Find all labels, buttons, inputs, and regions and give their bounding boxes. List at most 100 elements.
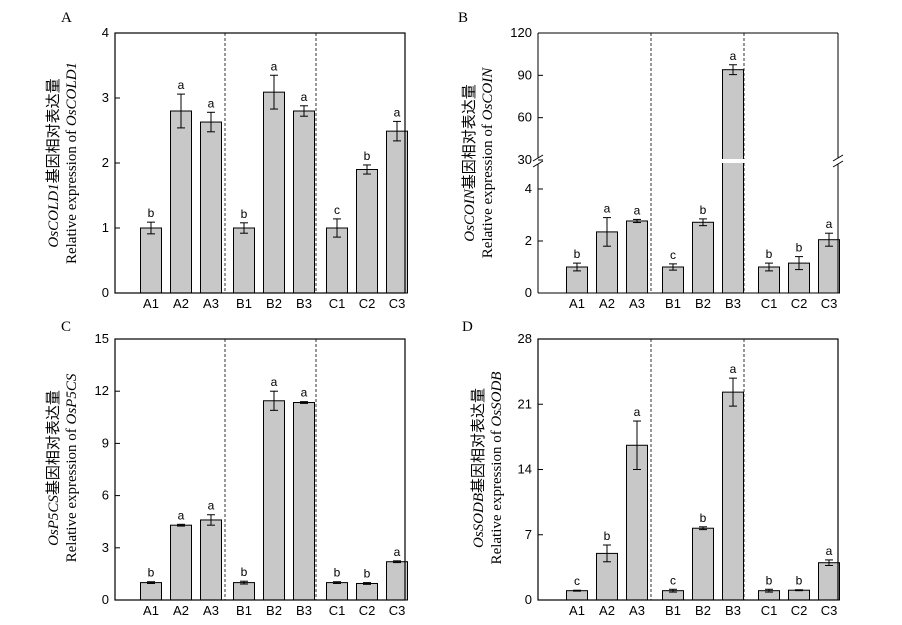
y-axis-ticks: 0 2 4 30 60 90 120 [510, 25, 543, 300]
significance-letter: a [826, 544, 833, 558]
plot-frame [114, 32, 406, 294]
y-tick-label: 9 [102, 435, 109, 450]
significance-letter: a [826, 217, 833, 231]
x-category-label: A2 [173, 296, 189, 311]
significance-letter: b [334, 566, 341, 580]
bar-B2 [263, 400, 285, 601]
y-axis-label-line1: OsSODB基因相对表达量 [470, 388, 487, 548]
category-labels: A1 A2 A3 B1 B2 B3 C1 C2 C3 [569, 603, 837, 618]
x-category-label: C1 [761, 603, 778, 618]
bar-A1 [140, 582, 162, 601]
y-axis-label-line1: OsCOIN基因相对表达量 [461, 84, 478, 242]
bar-B1 [233, 582, 255, 601]
x-category-label: A2 [599, 296, 615, 311]
plot-frame [532, 32, 844, 294]
significance-letter: b [241, 207, 248, 221]
x-category-label: A3 [629, 296, 645, 311]
significance-letter: b [700, 203, 707, 217]
bars: b a a c b a b b a [566, 33, 840, 294]
y-tick-label: 0 [102, 592, 109, 607]
significance-letter: a [178, 78, 185, 92]
panel-a: A OsCOLD1基因相对表达量 Relative expression of … [45, 10, 408, 311]
axis-break-mark [532, 160, 544, 168]
y-tick-label: 7 [525, 527, 532, 542]
bar-B3 [722, 391, 744, 601]
y-tick-label: 3 [102, 90, 109, 105]
y-axis-label-line2: Relative expression of OsCOLD1 [64, 62, 80, 264]
bar-A2 [170, 110, 192, 294]
significance-letter: b [700, 511, 707, 525]
significance-letter: a [178, 508, 185, 522]
y-tick-label: 0 [525, 592, 532, 607]
panel-b: B OsCOIN基因相对表达量 Relative expression of O… [458, 10, 844, 311]
bar-B2 [263, 91, 285, 294]
y-axis-label-line2: Relative expression of OsCOIN [480, 67, 496, 258]
x-category-label: C3 [389, 603, 406, 618]
significance-letter: a [271, 375, 278, 389]
significance-letter: c [670, 573, 676, 587]
significance-letter: b [766, 573, 773, 587]
y-tick-label: 2 [102, 155, 109, 170]
panel-letter-a: A [61, 10, 72, 26]
y-axis-ticks: 0 1 2 3 4 [102, 25, 120, 300]
x-category-label: A2 [599, 603, 615, 618]
y-tick-label: 90 [518, 67, 532, 82]
y-tick-label: 6 [102, 488, 109, 503]
x-category-label: C1 [329, 296, 346, 311]
y-tick-label: 0 [525, 285, 532, 300]
bar-C3 [386, 130, 408, 294]
y-tick-label: 4 [102, 25, 109, 40]
bar-B3 [293, 110, 315, 294]
plot-frame [537, 338, 839, 601]
bar-A3 [200, 519, 222, 601]
panel-letter-d: D [462, 319, 473, 335]
significance-letter: a [730, 362, 737, 376]
y-tick-label: 2 [525, 233, 532, 248]
x-category-label: C1 [761, 296, 778, 311]
x-category-label: C1 [329, 603, 346, 618]
bar-break-gap [721, 159, 745, 163]
bar-B2 [692, 221, 714, 294]
significance-letter: a [301, 386, 308, 400]
y-tick-label: 15 [95, 331, 109, 346]
significance-letter: a [301, 90, 308, 104]
bar-A3 [626, 220, 648, 294]
y-tick-label: 4 [525, 181, 532, 196]
significance-letter: b [766, 247, 773, 261]
y-axis-label-line2: Relative expression of OsP5CS [64, 373, 80, 562]
x-category-label: A3 [203, 603, 219, 618]
significance-letter: a [604, 202, 611, 216]
significance-letter: a [634, 405, 641, 419]
x-category-label: A3 [203, 296, 219, 311]
x-category-label: B3 [296, 603, 312, 618]
bar-C2 [356, 169, 378, 294]
y-tick-label: 21 [518, 396, 532, 411]
x-category-label: C3 [389, 296, 406, 311]
y-tick-label: 3 [102, 540, 109, 555]
axis-break-mark [532, 154, 544, 162]
x-category-label: C2 [359, 603, 376, 618]
significance-letter: c [574, 574, 580, 588]
category-labels: A1 A2 A3 B1 B2 B3 C1 C2 C3 [143, 296, 405, 311]
bar-C3 [818, 239, 840, 294]
significance-letter: c [670, 248, 676, 262]
x-category-label: B2 [695, 603, 711, 618]
y-axis-label-line2: Relative expression of OsSODB [489, 372, 505, 565]
panel-c: C OsP5CS基因相对表达量 Relative expression of O… [45, 319, 408, 618]
significance-letter: a [208, 499, 215, 513]
panel-letter-b: B [458, 10, 468, 26]
bar-C3 [386, 561, 408, 601]
axis-break-mark [832, 160, 844, 168]
bar-C3 [818, 562, 840, 601]
significance-letter: a [730, 49, 737, 63]
bar-A1 [140, 227, 162, 294]
x-category-label: C3 [821, 296, 838, 311]
x-category-label: C3 [821, 603, 838, 618]
bars: b a a b a a b b a [140, 339, 408, 601]
x-category-label: C2 [791, 296, 808, 311]
significance-letter: b [241, 565, 248, 579]
x-category-label: B1 [236, 296, 252, 311]
bars: b a a b a a c b a [140, 33, 408, 294]
y-tick-label: 60 [518, 110, 532, 125]
